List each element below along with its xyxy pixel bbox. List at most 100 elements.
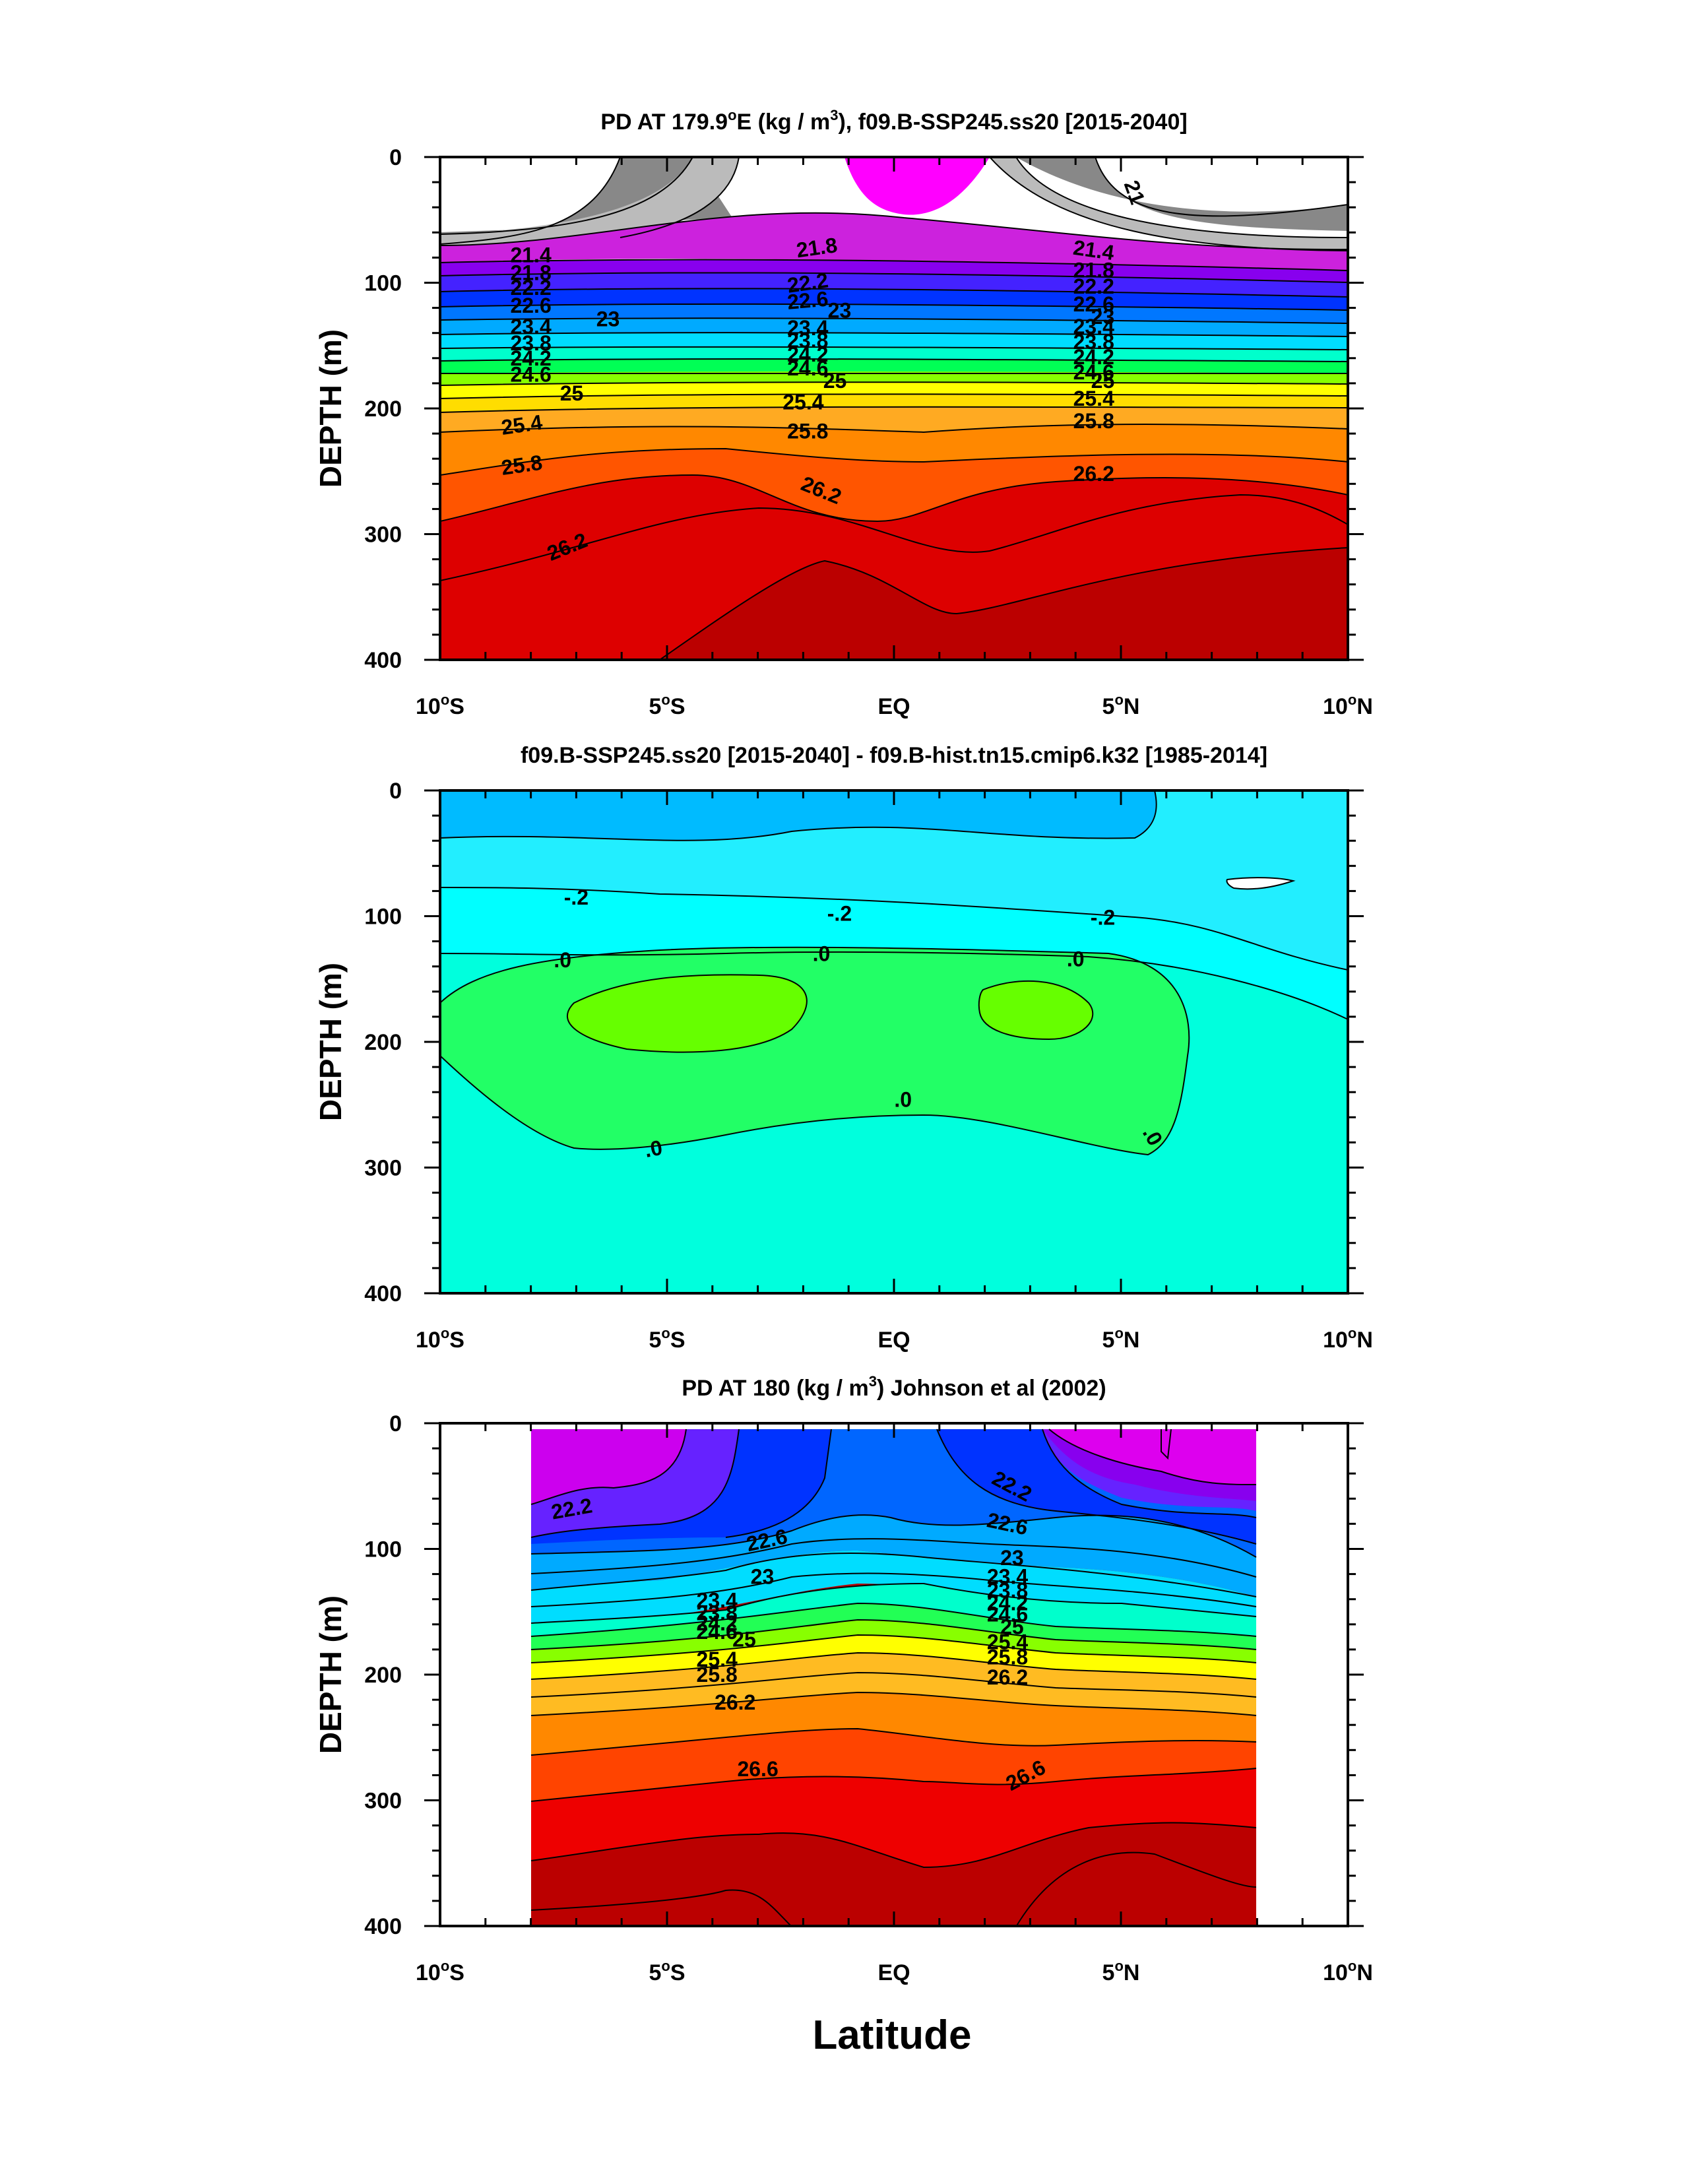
contour-label: 25.8 [1073,409,1114,433]
panel-1-field [440,157,1348,660]
contour-label: 24.6 [697,1620,738,1644]
x-tick-label: 10oS [416,1958,464,1985]
y-axis-label: DEPTH (m) [313,963,348,1121]
y-tick-label: 400 [364,1281,402,1306]
contour-label: 22.6 [1073,292,1114,316]
x-tick-label: EQ [877,694,910,719]
contour-label: 23.8 [787,329,828,352]
contour-label: 26.2 [1073,462,1114,486]
contour-label: 24.6 [987,1603,1028,1626]
contour-label: 23 [1091,305,1115,329]
contour-label: 24.2 [987,1591,1028,1615]
x-tick-label: EQ [877,1960,910,1985]
panel-2: -.2-.2 -.2.0.0.0.0.0.0 [440,790,1348,1293]
contour-label: 23.8 [1073,330,1114,354]
contour-label: 23 [596,307,620,331]
contour-label: 23 [828,298,852,322]
contour-label: 25.8 [787,419,828,443]
y-tick-label: 100 [364,271,402,296]
contour-label: 23.8 [987,1578,1028,1602]
y-axis-label: DEPTH (m) [313,1595,348,1754]
contour-label: 22.2 [1073,274,1114,298]
x-tick-label: 5oN [1102,1325,1140,1353]
contour-label: 25 [1000,1615,1024,1639]
y-tick-label: 300 [364,1156,402,1181]
x-axis-label: Latitude [812,2012,971,2058]
y-tick-label: 300 [364,523,402,548]
contour-label: 25.4 [1073,387,1114,410]
y-tick-label: 0 [389,145,402,170]
x-tick-label: 10oS [416,691,464,719]
contour-label: .0 [894,1088,912,1112]
contour-label: 23.4 [1073,315,1114,338]
y-tick-label: 200 [364,1030,402,1055]
contour-label: .0 [643,1136,664,1162]
contour-label: 25.8 [987,1645,1028,1669]
contour-label: 25.8 [697,1663,738,1686]
contour-label: 21.8 [510,261,551,284]
contour-label: 24.2 [787,342,828,366]
x-tick-label: 5oS [649,691,685,719]
contour-label: 21.4 [510,243,551,267]
contour-label: .0 [554,948,571,972]
contour-label: 25.4 [782,390,823,414]
contour-label: 24.2 [1073,345,1114,369]
y-axis-label: DEPTH (m) [313,329,348,488]
contour-label: .0 [1067,947,1085,971]
x-tick-label: 10oS [416,1325,464,1353]
x-tick-label: 5oS [649,1325,685,1353]
x-tick-label: 5oS [649,1958,685,1985]
contour-label: 23.4 [510,315,551,338]
contour-label: 23.8 [510,331,551,355]
contour-label: -.2 [564,885,589,909]
contour-label: 26.2 [987,1665,1028,1689]
contour-label: 23.8 [697,1601,738,1625]
contour-label: 24.2 [697,1611,738,1635]
panel-title: PD AT 179.9oE (kg / m3), f09.B-SSP245.ss… [600,107,1187,135]
panel-title: f09.B-SSP245.ss20 [2015-2040] - f09.B-hi… [521,743,1267,768]
y-tick-label: 400 [364,1914,402,1939]
contour-label: 23.4 [787,316,828,340]
contour-label: 22.2 [786,268,830,297]
contour-label: 24.6 [787,356,828,380]
y-tick-label: 200 [364,1663,402,1688]
contour-label: 25 [560,381,584,405]
y-tick-label: 400 [364,648,402,673]
contour-label: 25 [823,369,847,393]
contour-label: 21.4 [1071,236,1116,265]
y-tick-label: 200 [364,397,402,422]
contour-label: 23 [751,1564,775,1588]
contour-label: 24.6 [510,363,551,387]
contour-label: -.2 [1091,905,1115,929]
contour-label: .0 [813,942,831,966]
contour-label: 24.2 [510,346,551,370]
contour-label: -.2 [827,902,852,926]
contour-label: 26.2 [715,1690,755,1714]
contour-label: 23 [1000,1546,1024,1570]
panel-3-field [440,1423,1348,1926]
axes-layer: 0 100 200 300 400 10oS 5oS EQ 5oN 10oN PD AT 179.9… [313,107,1373,1985]
x-tick-label: 10oN [1323,1958,1373,1985]
y-tick-label: 100 [364,1537,402,1562]
contour-label: 26.6 [737,1757,778,1781]
x-tick-label: 10oN [1323,691,1373,719]
contour-label: 25.4 [987,1630,1028,1654]
x-tick-label: 5oN [1102,1958,1140,1985]
x-tick-label: 5oN [1102,691,1140,719]
contour-label: 22.6 [510,294,551,317]
y-tick-label: 0 [389,779,402,804]
contour-label: 25 [1091,369,1115,393]
contour-label: 23.4 [987,1564,1028,1588]
contour-label: 22.2 [510,276,551,300]
contour-label: 23.4 [697,1589,738,1613]
contour-label: 25 [732,1628,756,1652]
contour-label: 24.6 [1073,360,1114,384]
contour-label: 25.4 [499,410,544,439]
contour-label: 21.8 [1073,258,1114,282]
x-tick-label: EQ [877,1328,910,1353]
